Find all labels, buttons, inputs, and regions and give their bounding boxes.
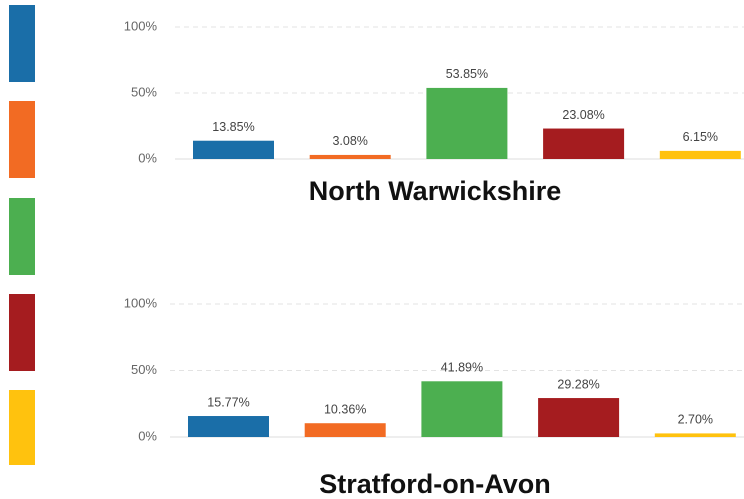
legend-swatch bbox=[9, 101, 35, 178]
value-label: 2.70% bbox=[678, 413, 713, 427]
legend-swatch bbox=[9, 294, 35, 371]
legend-swatch bbox=[9, 198, 35, 275]
chart-title: North Warwickshire bbox=[309, 176, 562, 206]
bar bbox=[538, 398, 620, 437]
value-label: 10.36% bbox=[324, 403, 366, 417]
value-label: 6.15% bbox=[683, 130, 718, 144]
value-label: 13.85% bbox=[212, 120, 254, 134]
value-label: 3.08% bbox=[332, 134, 367, 148]
bar bbox=[188, 416, 269, 437]
value-label: 29.28% bbox=[557, 377, 599, 391]
y-tick-label: 50% bbox=[131, 362, 157, 377]
y-tick-label: 100% bbox=[124, 295, 158, 310]
bar bbox=[426, 87, 508, 159]
value-label: 15.77% bbox=[207, 395, 249, 409]
value-label: 23.08% bbox=[562, 108, 604, 122]
bar bbox=[654, 433, 736, 437]
legend-swatch bbox=[9, 390, 35, 465]
legend-swatch bbox=[9, 5, 35, 82]
bar bbox=[193, 140, 274, 159]
value-label: 53.85% bbox=[446, 67, 488, 81]
chart-title: Stratford-on-Avon bbox=[319, 469, 550, 499]
y-tick-label: 0% bbox=[138, 150, 157, 165]
bar bbox=[421, 381, 503, 437]
y-tick-label: 0% bbox=[138, 428, 157, 443]
value-label: 41.89% bbox=[441, 361, 483, 375]
bar bbox=[543, 128, 625, 159]
bar bbox=[304, 423, 386, 437]
y-tick-label: 100% bbox=[124, 18, 158, 33]
bar bbox=[309, 154, 391, 159]
y-tick-label: 50% bbox=[131, 84, 157, 99]
bar bbox=[659, 150, 741, 159]
